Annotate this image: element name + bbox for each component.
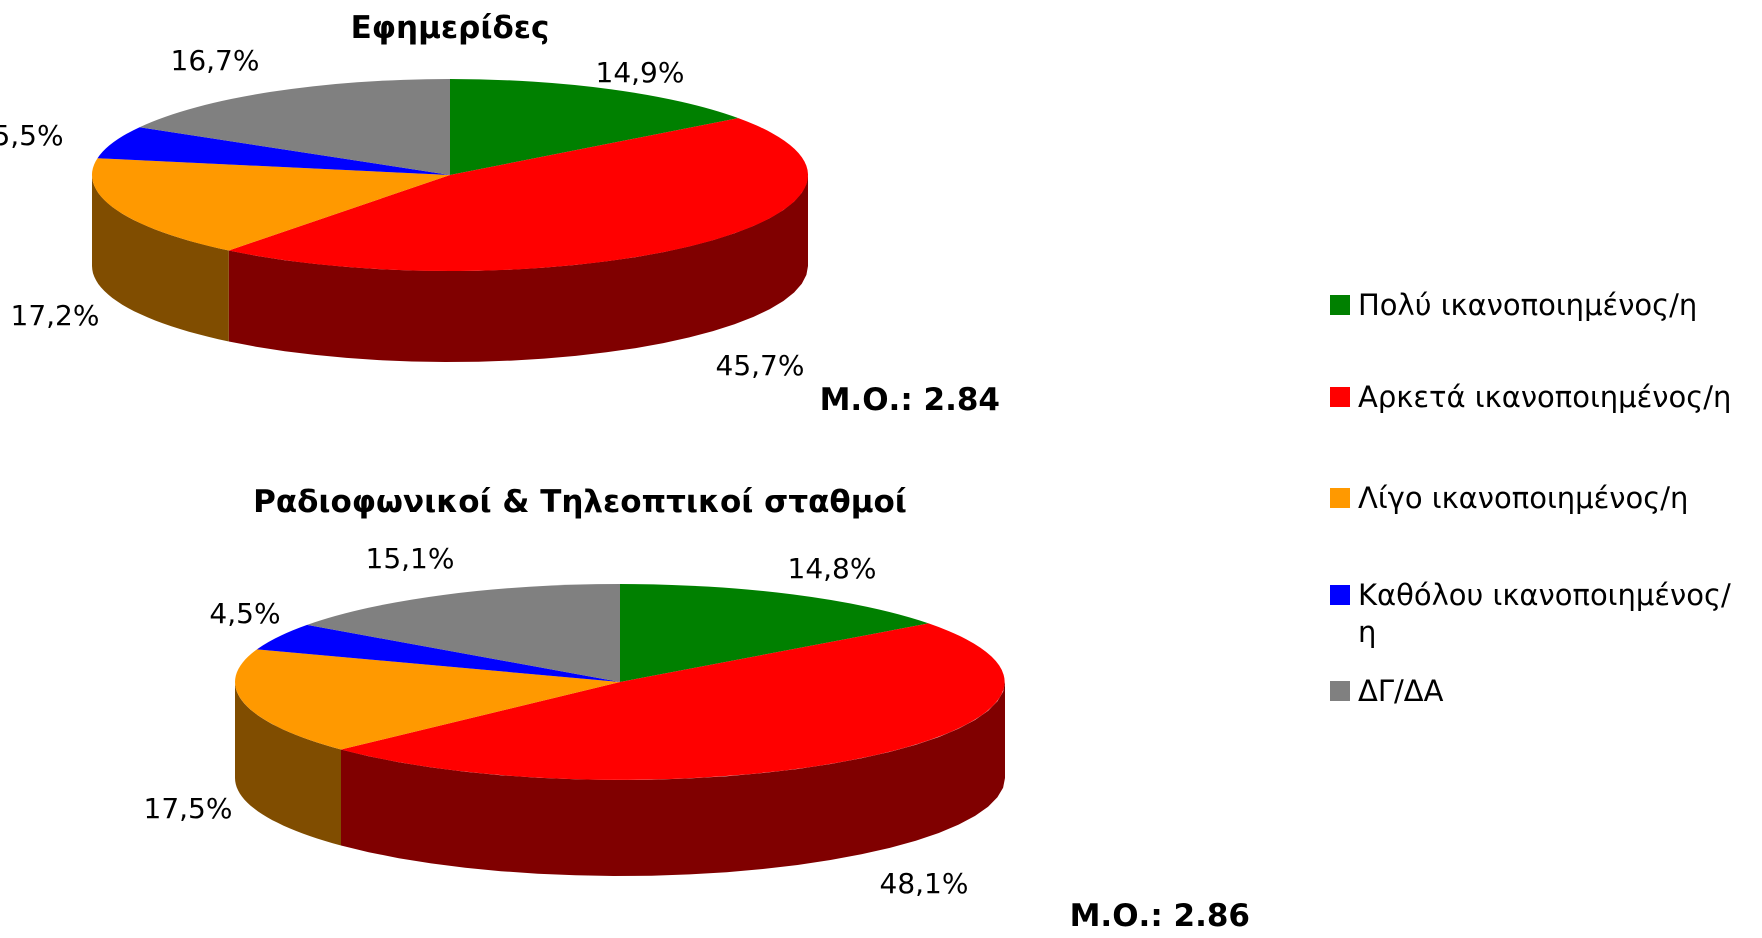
data-label-fairly-satisfied: 48,1%	[880, 867, 969, 900]
pie-chart-newspapers: Εφημερίδες 14,9% 45,7% 17,2% 5,5% 16,7% Μ.Ο.…	[0, 10, 1000, 418]
pie-chart-radio-tv: Ραδιοφωνικοί & Τηλεοπτικοί σταθμοί 14,8%…	[144, 484, 1250, 934]
slice-very-satisfied	[620, 584, 929, 682]
data-label-not-satisfied: 4,5%	[209, 597, 280, 630]
mean-annotation: Μ.Ο.: 2.84	[820, 382, 1000, 418]
legend-label: Καθόλου ικανοποιημένος/η	[1358, 578, 1731, 649]
legend-item-fairly-satisfied: Αρκετά ικανοποιημένος/η	[1330, 379, 1748, 416]
legend-swatch	[1330, 387, 1350, 407]
legend-swatch	[1330, 681, 1350, 701]
chart-title: Εφημερίδες	[351, 10, 550, 46]
data-label-not-satisfied: 5,5%	[0, 119, 64, 152]
mean-annotation: Μ.Ο.: 2.86	[1070, 898, 1250, 934]
slice-not-satisfied	[97, 127, 450, 175]
legend-label: Πολύ ικανοποιημένος/η	[1358, 288, 1698, 322]
legend-label: Λίγο ικανοποιημένος/η	[1358, 481, 1689, 515]
legend-label: Αρκετά ικανοποιημένος/η	[1358, 380, 1732, 414]
slice-not-satisfied	[256, 624, 620, 682]
legend-label: ΔΓ/ΔΑ	[1358, 674, 1444, 708]
data-label-fairly-satisfied: 45,7%	[716, 349, 805, 382]
slice-dk-na	[139, 79, 450, 175]
legend-item-very-satisfied: Πολύ ικανοποιημένος/η	[1330, 287, 1748, 324]
legend-item-not-satisfied: Καθόλου ικανοποιημένος/η	[1330, 577, 1748, 651]
slice-dk-na	[307, 584, 620, 682]
slice-side-fairly-satisfied	[341, 682, 1005, 876]
legend-swatch	[1330, 585, 1350, 605]
data-label-dk-na: 16,7%	[171, 44, 260, 77]
chart-title: Ραδιοφωνικοί & Τηλεοπτικοί σταθμοί	[253, 484, 907, 520]
legend-item-dk-na: ΔΓ/ΔΑ	[1330, 673, 1748, 710]
slice-fairly-satisfied	[228, 118, 809, 272]
legend: Πολύ ικανοποιημένος/η Αρκετά ικανοποιημέ…	[1330, 0, 1750, 938]
legend-item-slightly-satisfied: Λίγο ικανοποιημένος/η	[1330, 480, 1748, 517]
slice-side-slightly-satisfied	[235, 682, 341, 846]
slice-fairly-satisfied	[341, 623, 1005, 780]
data-label-very-satisfied: 14,9%	[596, 56, 685, 89]
slice-very-satisfied	[450, 79, 739, 175]
legend-swatch	[1330, 295, 1350, 315]
legend-swatch	[1330, 488, 1350, 508]
slice-slightly-satisfied	[91, 158, 450, 251]
slice-side-slightly-satisfied	[92, 175, 229, 342]
data-label-slightly-satisfied: 17,5%	[144, 792, 233, 825]
data-label-slightly-satisfied: 17,2%	[11, 299, 100, 332]
slice-side-fairly-satisfied	[228, 175, 809, 362]
data-label-very-satisfied: 14,8%	[788, 552, 877, 585]
data-label-dk-na: 15,1%	[366, 542, 455, 575]
slice-slightly-satisfied	[235, 649, 621, 750]
